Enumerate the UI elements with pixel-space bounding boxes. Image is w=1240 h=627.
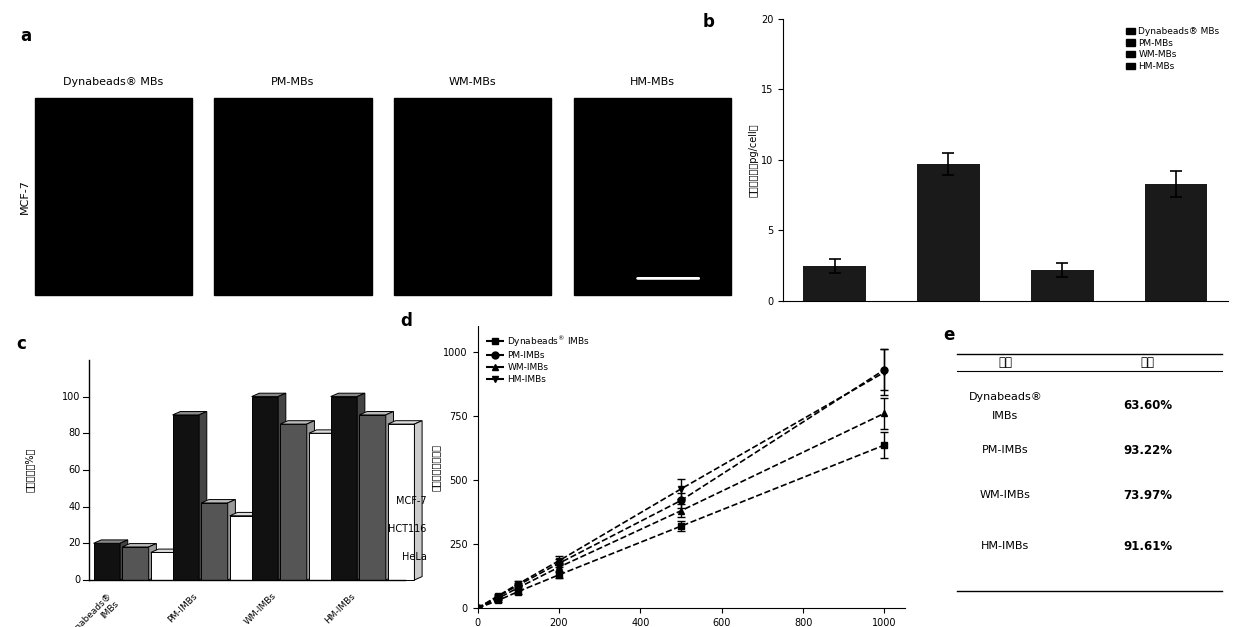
Polygon shape [201, 503, 228, 580]
Polygon shape [331, 393, 365, 396]
Polygon shape [388, 424, 414, 580]
Polygon shape [151, 549, 185, 552]
Polygon shape [177, 549, 185, 580]
Text: 60: 60 [68, 465, 81, 475]
Polygon shape [229, 516, 257, 580]
Bar [804, 266, 866, 301]
Text: Dynabeads®
IMBs: Dynabeads® IMBs [64, 591, 120, 627]
Text: 20: 20 [68, 539, 81, 548]
Text: HM-MBs: HM-MBs [630, 76, 675, 87]
Y-axis label: 铁元素含量（pg/cell）: 铁元素含量（pg/cell） [748, 123, 758, 197]
Polygon shape [257, 512, 264, 580]
FancyBboxPatch shape [35, 98, 192, 295]
FancyBboxPatch shape [394, 98, 552, 295]
Polygon shape [228, 500, 236, 580]
Text: 63.60%: 63.60% [1123, 399, 1172, 411]
Y-axis label: 被捕获的细胞数量: 被捕获的细胞数量 [430, 444, 440, 490]
Text: WM-IMBs: WM-IMBs [243, 591, 278, 626]
Polygon shape [309, 433, 335, 580]
Bar [1145, 184, 1208, 301]
Polygon shape [280, 424, 306, 580]
Text: PM-IMBs: PM-IMBs [982, 445, 1029, 455]
Legend: Dynabeads$^{®}$ IMBs, PM-IMBs, WM-IMBs, HM-IMBs: Dynabeads$^{®}$ IMBs, PM-IMBs, WM-IMBs, … [482, 330, 594, 387]
FancyBboxPatch shape [215, 98, 372, 295]
Polygon shape [278, 393, 286, 580]
Text: d: d [401, 312, 413, 330]
Text: PM-IMBs: PM-IMBs [166, 591, 200, 624]
Text: 40: 40 [68, 502, 81, 512]
Legend: Dynabeads® MBs, PM-MBs, WM-MBs, HM-MBs: Dynabeads® MBs, PM-MBs, WM-MBs, HM-MBs [1122, 23, 1223, 75]
Text: WM-MBs: WM-MBs [449, 76, 496, 87]
Polygon shape [252, 393, 286, 396]
Text: HCT116: HCT116 [388, 524, 427, 534]
Text: 效率: 效率 [1141, 356, 1154, 369]
Text: MCF-7: MCF-7 [396, 496, 427, 506]
Polygon shape [151, 552, 177, 580]
Polygon shape [229, 512, 264, 516]
Text: c: c [16, 335, 26, 352]
Polygon shape [172, 415, 200, 580]
Polygon shape [172, 411, 207, 415]
Text: 80: 80 [68, 428, 81, 438]
Polygon shape [306, 421, 315, 580]
Polygon shape [252, 396, 278, 580]
Polygon shape [386, 411, 393, 580]
Text: 0: 0 [74, 575, 81, 585]
Polygon shape [280, 421, 315, 424]
Text: MCF-7: MCF-7 [20, 179, 30, 214]
Text: IMBs: IMBs [992, 411, 1018, 421]
Polygon shape [335, 430, 343, 580]
Polygon shape [120, 540, 128, 580]
Text: Dynabeads® MBs: Dynabeads® MBs [63, 76, 164, 87]
FancyBboxPatch shape [574, 98, 732, 295]
Text: Dynabeads®: Dynabeads® [968, 392, 1043, 401]
Polygon shape [388, 421, 422, 424]
Polygon shape [93, 543, 120, 580]
Text: a: a [20, 27, 31, 45]
Text: 100: 100 [62, 392, 81, 401]
Polygon shape [201, 500, 236, 503]
Polygon shape [360, 411, 393, 415]
Text: HM-IMBs: HM-IMBs [981, 541, 1029, 551]
Polygon shape [331, 396, 357, 580]
Text: PM-MBs: PM-MBs [272, 76, 315, 87]
Polygon shape [360, 415, 386, 580]
Text: e: e [942, 326, 954, 344]
Text: HeLa: HeLa [402, 552, 427, 562]
Polygon shape [200, 411, 207, 580]
Polygon shape [357, 393, 365, 580]
Text: 93.22%: 93.22% [1123, 444, 1172, 456]
Polygon shape [93, 540, 128, 543]
Polygon shape [309, 430, 343, 433]
Polygon shape [149, 544, 156, 580]
Text: 91.61%: 91.61% [1123, 540, 1172, 552]
Bar [1030, 270, 1094, 301]
Text: 捕获效率（%）: 捕获效率（%） [25, 448, 35, 492]
Polygon shape [123, 544, 156, 547]
Text: HM-IMBs: HM-IMBs [324, 591, 357, 625]
Text: 73.97%: 73.97% [1123, 489, 1172, 502]
Bar [918, 164, 980, 301]
Text: b: b [703, 13, 715, 31]
Polygon shape [123, 547, 149, 580]
Text: 样品: 样品 [998, 356, 1012, 369]
Polygon shape [414, 421, 422, 580]
Text: WM-IMBs: WM-IMBs [980, 490, 1030, 500]
